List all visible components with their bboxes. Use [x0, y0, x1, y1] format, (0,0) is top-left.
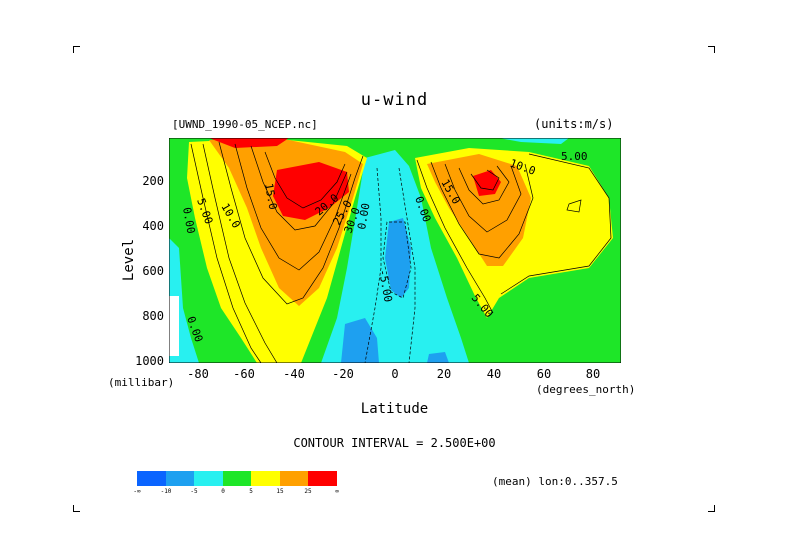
x-tick-label: -40 [283, 367, 305, 381]
colorbar-label: 25 [304, 488, 312, 495]
mean-longitude-label: (mean) lon:0..357.5 [492, 475, 618, 488]
x-tick-label: 40 [486, 367, 502, 381]
fill-band-25-plus-top [209, 138, 289, 148]
corner-mark-bottom-right [708, 505, 715, 512]
y-tick-label: 400 [142, 219, 164, 233]
contour-lines-negative [364, 167, 416, 363]
fill-band-25-plus-north [473, 170, 501, 196]
contour-label: 15.0 [262, 182, 279, 210]
missing-data-patch [169, 296, 179, 356]
x-tick-label: -60 [233, 367, 255, 381]
contour-label: -5.00 [376, 268, 395, 303]
colorbar-swatch [251, 471, 280, 486]
contour-label: 0.00 [355, 202, 372, 230]
corner-mark-top-right [708, 46, 715, 53]
colorbar-label: ∞ [335, 488, 339, 495]
y-axis-unit: (millibar) [108, 376, 175, 389]
colorbar-swatch [223, 471, 251, 486]
colorbar-label: 15 [276, 488, 284, 495]
colorbar-label: -10 [160, 488, 172, 495]
fill-band-neg5-0-top [499, 138, 569, 144]
colorbar-swatch [308, 471, 337, 486]
fill-band-15-25-north [427, 154, 531, 266]
colorbar-label: 0 [221, 488, 225, 495]
contour-label: 0.00 [180, 206, 197, 234]
corner-mark-bottom-left [73, 505, 80, 512]
x-tick-label: -20 [332, 367, 354, 381]
x-tick-label: 80 [585, 367, 601, 381]
colorbar-swatch [280, 471, 308, 486]
contour-plot: 0.00 5.00 10.0 15.0 20.0 25.0 30.0 0.00 … [169, 138, 621, 363]
fill-band-neg10-neg5-b [341, 318, 379, 363]
corner-mark-top-left [73, 46, 80, 53]
colorbar-label: -∞ [133, 488, 141, 495]
contour-interval-label: CONTOUR INTERVAL = 2.500E+00 [293, 436, 496, 450]
y-tick-label: 600 [142, 264, 164, 278]
dataset-label: [UWND_1990-05_NCEP.nc] [172, 118, 318, 131]
y-tick-label: 200 [142, 174, 164, 188]
colorbar-label: 5 [249, 488, 253, 495]
x-tick-label: 60 [536, 367, 552, 381]
contour-label: 5.00 [561, 150, 588, 163]
colorbar-swatch [194, 471, 223, 486]
contour-lines-positive [190, 141, 612, 363]
x-axis-unit: (degrees_north) [536, 383, 636, 396]
y-tick-label: 1000 [135, 354, 164, 368]
colorbar-swatch [166, 471, 194, 486]
x-tick-label: -80 [187, 367, 209, 381]
fill-band-neg10-neg5 [385, 218, 411, 298]
colorbar-label: -5 [190, 488, 198, 495]
x-axis-label: Latitude [360, 401, 429, 417]
units-label: (units:m/s) [534, 117, 614, 131]
colorbar-swatch [137, 471, 166, 486]
y-tick-label: 800 [142, 309, 164, 323]
x-tick-label: 20 [436, 367, 452, 381]
x-tick-label: 0 [391, 367, 399, 381]
chart-title: u-wind [360, 90, 429, 110]
fill-band-25-plus-south [273, 162, 349, 220]
fill-band-neg10-neg5-c [427, 352, 449, 363]
